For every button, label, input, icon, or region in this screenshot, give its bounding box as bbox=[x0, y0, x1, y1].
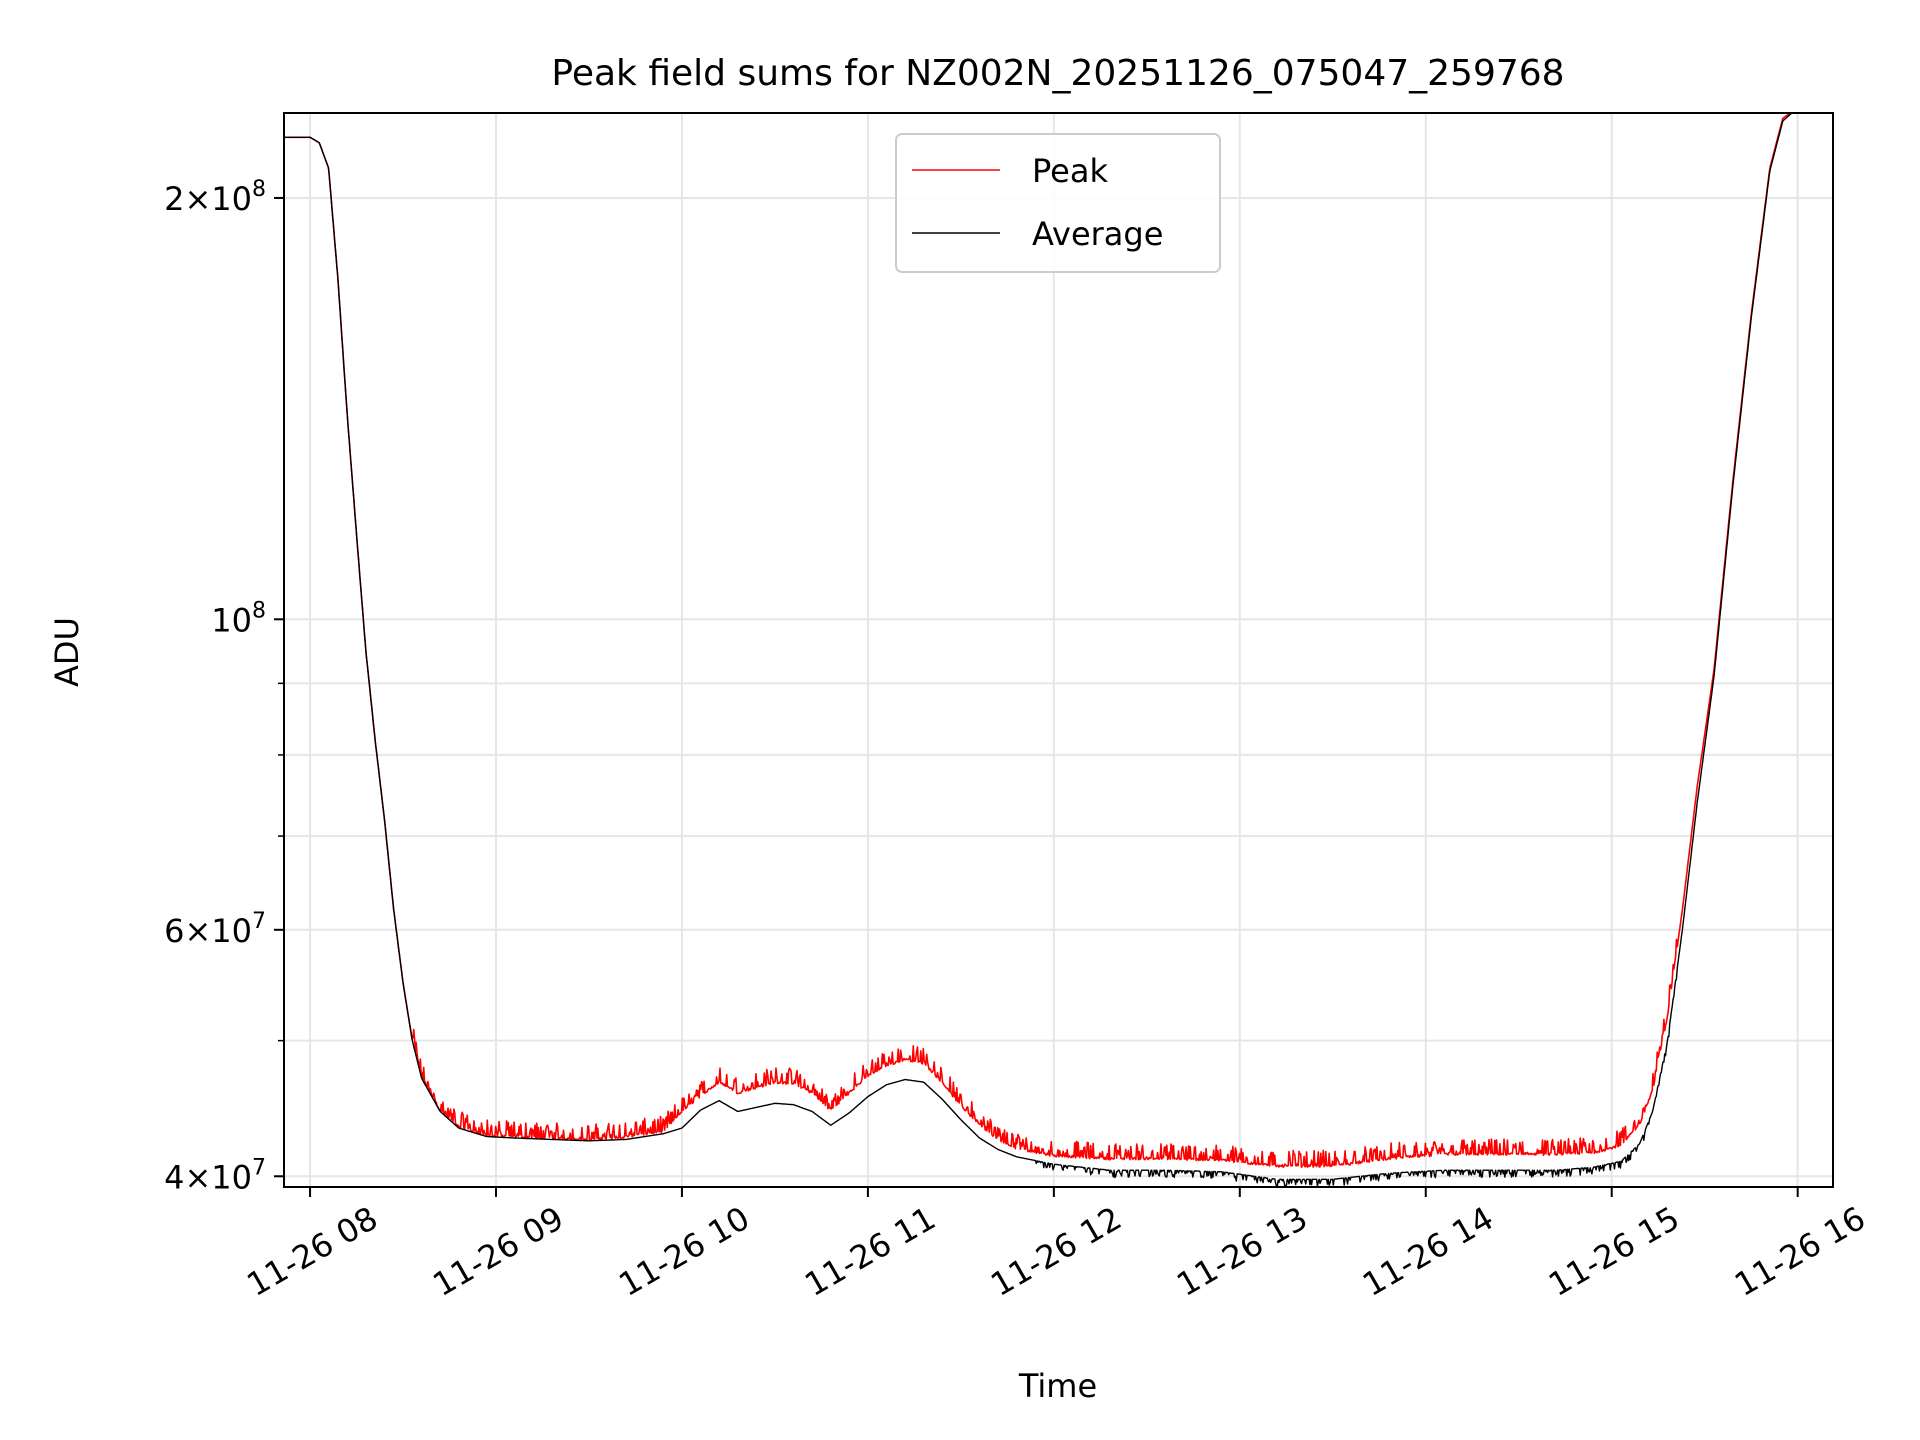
series-line-peak bbox=[284, 113, 1792, 1168]
y-tick-label: 4×107 bbox=[164, 1155, 266, 1196]
y-tick-label: 2×108 bbox=[164, 177, 266, 218]
grid-layer bbox=[284, 113, 1833, 1187]
chart-title: Peak field sums for NZ002N_20251126_0750… bbox=[551, 53, 1564, 94]
y-tick-label: 108 bbox=[211, 598, 266, 639]
legend-label-peak: Peak bbox=[1032, 152, 1108, 190]
legend-label-average: Average bbox=[1032, 215, 1163, 253]
legend: Peak Average bbox=[895, 133, 1221, 273]
x-axis-label: Time bbox=[1018, 1367, 1097, 1405]
y-axis-label: ADU bbox=[48, 617, 86, 687]
plot-frame bbox=[283, 112, 1834, 1188]
y-axis: 4×107 6×107 108 2×108 bbox=[164, 177, 284, 1196]
legend-box bbox=[895, 133, 1221, 273]
y-tick-label: 6×107 bbox=[164, 909, 266, 950]
series-layer bbox=[284, 113, 1793, 1187]
series-line-average bbox=[284, 113, 1793, 1187]
